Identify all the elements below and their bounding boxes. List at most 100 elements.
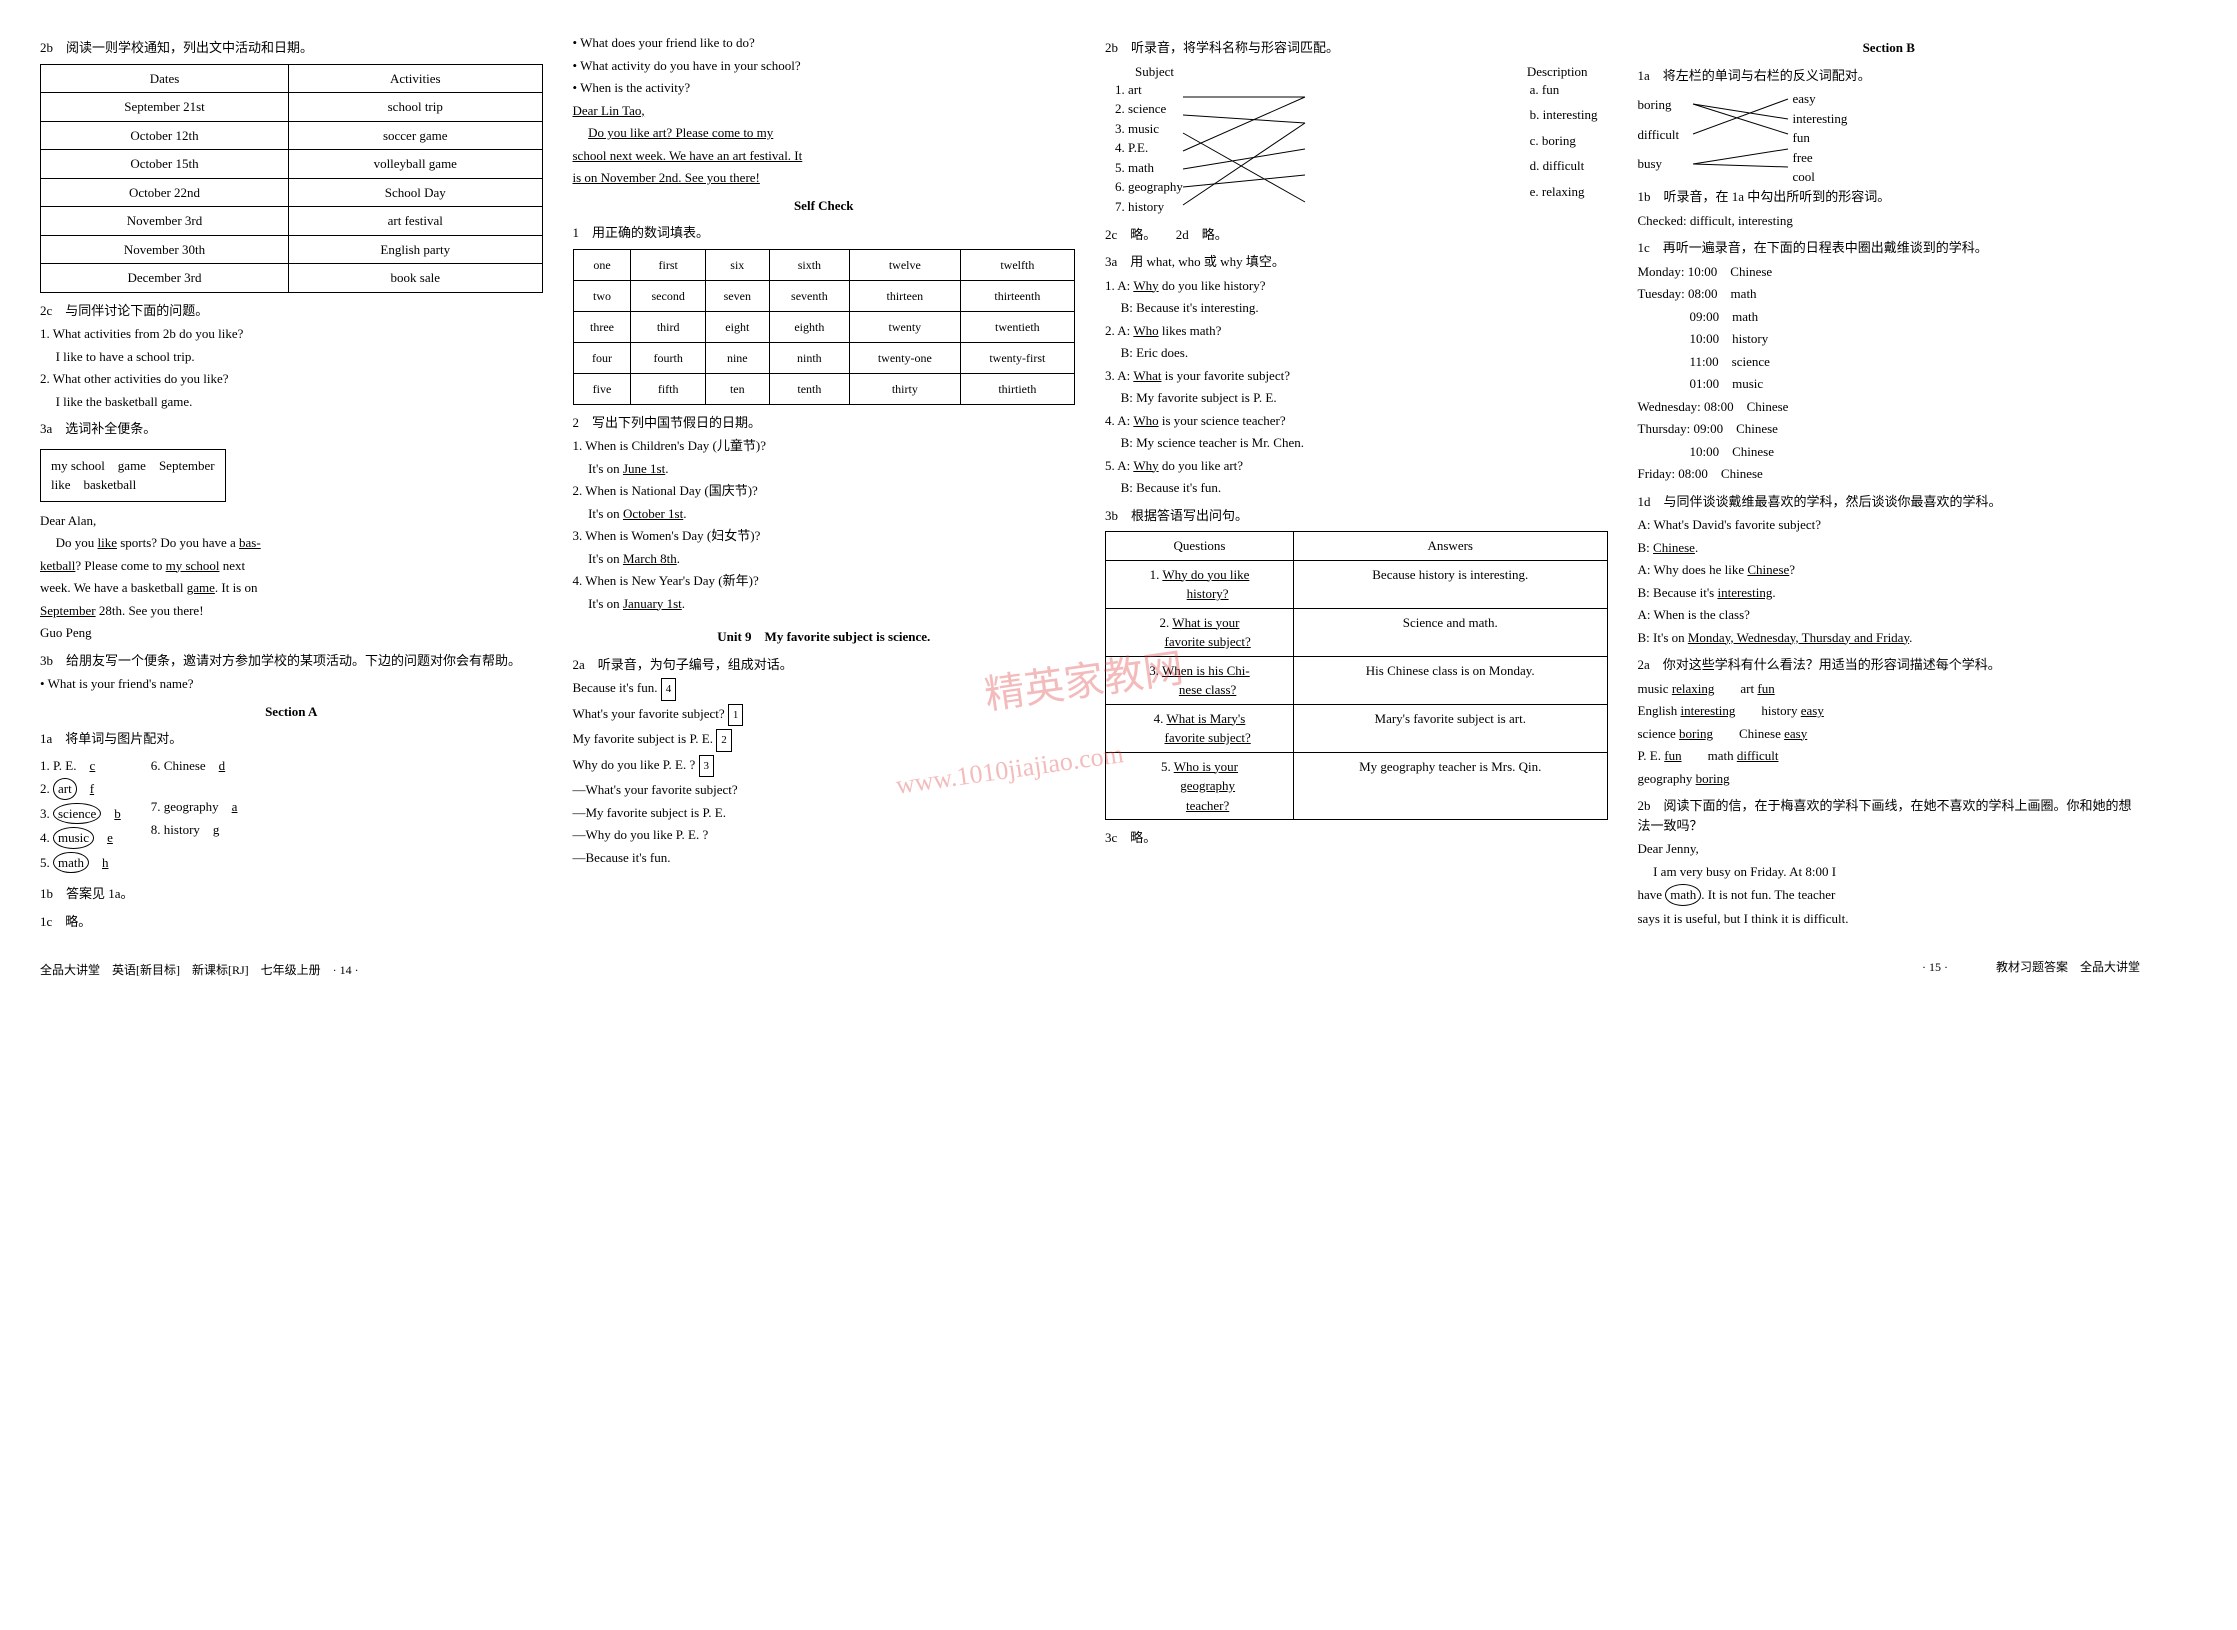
table-cell: ten xyxy=(705,373,769,404)
ex1b-label: 1b 答案见 1a。 xyxy=(40,884,543,904)
subject-item: 1. art xyxy=(1115,80,1183,100)
schedule-line: Wednesday: 08:00 Chinese xyxy=(1638,397,2141,417)
table-cell: fourth xyxy=(631,342,705,373)
text: math xyxy=(1682,748,1737,763)
table-cell: thirteenth xyxy=(960,280,1074,311)
table-cell: 2. What is your favorite subject? xyxy=(1106,608,1294,656)
blank-fill: Who xyxy=(1133,323,1158,338)
right-word: interesting xyxy=(1793,109,1848,129)
word-box-line: my school game September xyxy=(51,456,215,476)
match-col: 6. Chinese d 7. geography a 8. history g xyxy=(151,753,238,877)
table-row: Questions Answers xyxy=(1106,532,1608,561)
text: geography xyxy=(1638,771,1696,786)
answer-text: It's on October 1st. xyxy=(573,504,1076,524)
table-cell: 5. Who is your geography teacher? xyxy=(1106,752,1294,820)
letter-greeting: Dear Jenny, xyxy=(1638,839,2141,859)
text: do you like art? xyxy=(1159,458,1243,473)
blank-fill: relaxing xyxy=(1672,681,1715,696)
table-cell: twenty-first xyxy=(960,342,1074,373)
questions-answers-table: Questions Answers 1. Why do you like his… xyxy=(1105,531,1608,820)
column-3: 2b 听录音，将学科名称与形容词匹配。 Subject Description … xyxy=(1105,30,1608,979)
qa-line: 1. A: Why do you like history? xyxy=(1105,276,1608,296)
blank-fill: When is his Chi- xyxy=(1162,663,1250,678)
schedule-line: Thursday: 09:00 Chinese xyxy=(1638,419,2141,439)
blank-fill: g xyxy=(213,822,220,837)
ex3b-label: 3b 根据答语写出问句。 xyxy=(1105,506,1608,526)
table-cell: thirtieth xyxy=(960,373,1074,404)
ex2b-label: 2b 阅读一则学校通知，列出文中活动和日期。 xyxy=(40,38,543,58)
text: . xyxy=(677,551,680,566)
table-row: Dates Activities xyxy=(41,64,543,93)
ex1c-label: 1c 再听一遍录音，在下面的日程表中圈出戴维谈到的学科。 xyxy=(1638,238,2141,258)
column-4: Section B 1a 将左栏的单词与右栏的反义词配对。 boring dif… xyxy=(1638,30,2141,979)
schedule-line: 10:00 Chinese xyxy=(1638,442,2141,462)
column-2: • What does your friend like to do? • Wh… xyxy=(573,30,1076,979)
blank-fill: my school xyxy=(166,558,220,573)
qa-line: 5. A: Why do you like art? xyxy=(1105,456,1608,476)
blank-fill: Dear Lin Tao, xyxy=(573,103,645,118)
blank-fill: Who xyxy=(1133,413,1158,428)
blank-fill: What is Mary's xyxy=(1166,711,1245,726)
blank-fill: Why do you like xyxy=(1162,567,1249,582)
blank-fill: interesting xyxy=(1717,585,1772,600)
qa-line: B: My science teacher is Mr. Chen. xyxy=(1105,433,1608,453)
table-cell: twelve xyxy=(849,249,960,280)
ex1d-label: 1d 与同伴谈谈戴维最喜欢的学科，然后谈谈你最喜欢的学科。 xyxy=(1638,492,2141,512)
blank-fill: fun xyxy=(1757,681,1774,696)
section-b-head: Section B xyxy=(1638,38,2141,58)
table-cell: thirty xyxy=(849,373,960,404)
blank-fill: like xyxy=(97,535,117,550)
page-footer-left: 全品大讲堂 英语[新目标] 新课标[RJ] 七年级上册 · 14 · xyxy=(40,961,543,979)
blank-fill: history? xyxy=(1187,586,1229,601)
ex1c-label: 1c 略。 xyxy=(40,912,543,932)
table-cell: twelfth xyxy=(960,249,1074,280)
dialog-line: A: What's David's favorite subject? xyxy=(1638,515,2141,535)
ex1a-label: 1a 将单词与图片配对。 xyxy=(40,729,543,749)
number-box: 4 xyxy=(661,678,677,701)
ex2c-label: 2c 与同伴讨论下面的问题。 xyxy=(40,301,543,321)
table-cell: Mary's favorite subject is art. xyxy=(1293,704,1607,752)
table-cell: 1. Why do you like history? xyxy=(1106,560,1294,608)
table-cell: six xyxy=(705,249,769,280)
blank-fill: What xyxy=(1133,368,1161,383)
text: history xyxy=(1735,703,1800,718)
table-cell: book sale xyxy=(289,264,542,293)
qa-line: B: Eric does. xyxy=(1105,343,1608,363)
subject-header: Subject xyxy=(1135,62,1174,82)
dialog-line: —My favorite subject is P. E. xyxy=(573,803,1076,823)
dialog-line: B: It's on Monday, Wednesday, Thursday a… xyxy=(1638,628,2141,648)
text: A: Why does he like xyxy=(1638,562,1748,577)
subject-item: 6. geography xyxy=(1115,177,1183,197)
text: English xyxy=(1638,703,1681,718)
text: It's on xyxy=(588,461,623,476)
table-cell: 4. What is Mary's favorite subject? xyxy=(1106,704,1294,752)
text: B: xyxy=(1638,540,1654,555)
text: B: It's on xyxy=(1638,630,1688,645)
text: 3. A: xyxy=(1105,368,1133,383)
page-footer-right: · 15 · 教材习题答案 全品大讲堂 xyxy=(1638,958,2141,976)
table-cell: November 30th xyxy=(41,235,289,264)
table-cell: thirteen xyxy=(849,280,960,311)
schedule-line: Monday: 10:00 Chinese xyxy=(1638,262,2141,282)
ex1a-label: 1a 将左栏的单词与右栏的反义词配对。 xyxy=(1638,66,2141,86)
table-cell: School Day xyxy=(289,178,542,207)
text: 8. history xyxy=(151,822,213,837)
ex2b-label: 2b 阅读下面的信，在于梅喜欢的学科下画线，在她不喜欢的学科上画圈。你和她的想法… xyxy=(1638,796,2141,835)
table-cell: November 3rd xyxy=(41,207,289,236)
table-header: Activities xyxy=(289,64,542,93)
question-text: 2. What other activities do you like? xyxy=(40,369,543,389)
blank-fill: easy xyxy=(1784,726,1807,741)
table-row: fourfourthnineninthtwenty-onetwenty-firs… xyxy=(573,342,1075,373)
subject-pair: P. E. fun math difficult xyxy=(1638,746,2141,766)
blank-fill: favorite subject? xyxy=(1164,634,1250,649)
table-cell: October 15th xyxy=(41,150,289,179)
table-cell: one xyxy=(573,249,631,280)
blank-fill: Chinese xyxy=(1747,562,1789,577)
match-item: 4. music e xyxy=(40,827,121,849)
unit-title: Unit 9 My favorite subject is science. xyxy=(573,627,1076,647)
table-cell: 3. When is his Chi- nese class? xyxy=(1106,656,1294,704)
text: ? xyxy=(1789,562,1795,577)
dates-activities-table: Dates Activities September 21stschool tr… xyxy=(40,64,543,293)
text: 2. xyxy=(40,781,53,796)
table-cell: first xyxy=(631,249,705,280)
